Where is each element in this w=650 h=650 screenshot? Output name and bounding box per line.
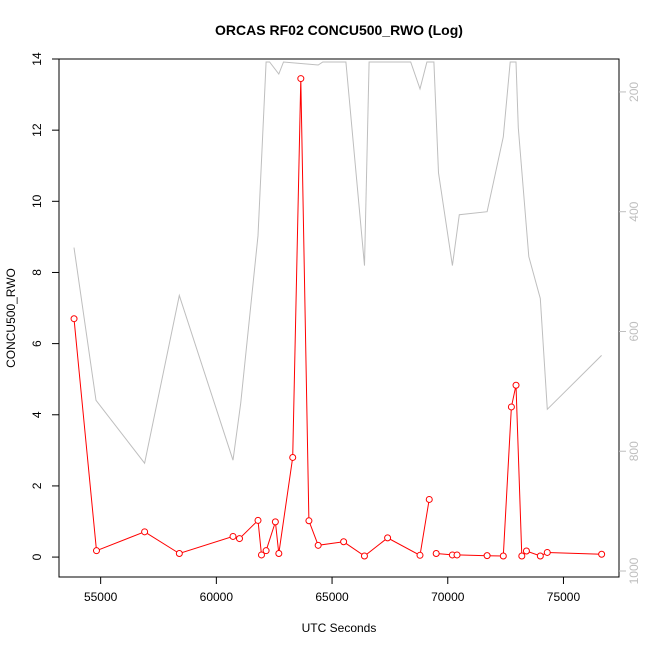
y2-tick-label: 400	[627, 201, 641, 221]
data-point	[340, 538, 348, 546]
y2-tick-label: 800	[627, 441, 641, 461]
data-point	[70, 315, 78, 323]
data-point	[425, 495, 433, 503]
x-tick-label: 60000	[200, 590, 234, 604]
data-point	[175, 550, 183, 558]
data-point	[360, 552, 368, 560]
y-tick-label: 2	[30, 482, 44, 489]
data-point	[416, 551, 424, 559]
data-point	[314, 541, 322, 549]
plot-frame	[58, 58, 620, 578]
x-tick-label: 55000	[84, 590, 118, 604]
y2-tick-label: 200	[627, 82, 641, 102]
y-tick-label: 4	[30, 411, 44, 418]
data-point	[518, 552, 526, 560]
series-layer	[70, 61, 606, 560]
data-point	[536, 552, 544, 560]
secondary-series	[73, 61, 602, 465]
secondary-series-line	[73, 61, 602, 465]
data-point	[512, 381, 520, 389]
data-point	[271, 518, 279, 526]
data-point	[141, 528, 149, 536]
y-axis-label: CONCU500_RWO	[4, 268, 18, 368]
y-tick-label: 8	[30, 269, 44, 276]
data-point	[229, 532, 237, 540]
x-axis: 55000 60000 65000 70000 75000	[84, 577, 581, 604]
data-point	[522, 547, 530, 555]
data-point	[453, 551, 461, 559]
data-point	[92, 547, 100, 555]
x-axis-label: UTC Seconds	[302, 621, 377, 635]
data-point	[499, 552, 507, 560]
y-tick-label: 6	[30, 340, 44, 347]
chart-title: ORCAS RF02 CONCU500_RWO (Log)	[215, 22, 463, 38]
y-axis: 0 2 4 6 8 10 12 14	[30, 52, 59, 560]
data-point	[275, 550, 283, 558]
y2-axis: 200 400 600 800 1000	[619, 82, 641, 584]
data-point	[254, 516, 262, 524]
data-point	[384, 534, 392, 542]
data-point	[262, 547, 270, 555]
x-tick-label: 75000	[547, 590, 581, 604]
data-point	[297, 75, 305, 83]
data-point	[483, 552, 491, 560]
x-tick-label: 70000	[431, 590, 465, 604]
data-point	[598, 550, 606, 558]
data-point	[543, 548, 551, 556]
data-point	[257, 551, 265, 559]
data-point	[289, 453, 297, 461]
y2-tick-label: 1000	[627, 557, 641, 584]
y2-tick-label: 600	[627, 321, 641, 341]
data-point	[235, 535, 243, 543]
data-point	[507, 403, 515, 411]
y-tick-label: 10	[30, 194, 44, 208]
primary-series	[70, 75, 606, 560]
y-tick-label: 12	[30, 123, 44, 137]
y-tick-label: 0	[30, 553, 44, 560]
y-tick-label: 14	[30, 52, 44, 66]
data-point	[305, 517, 313, 525]
data-point	[432, 550, 440, 558]
x-tick-label: 65000	[315, 590, 349, 604]
